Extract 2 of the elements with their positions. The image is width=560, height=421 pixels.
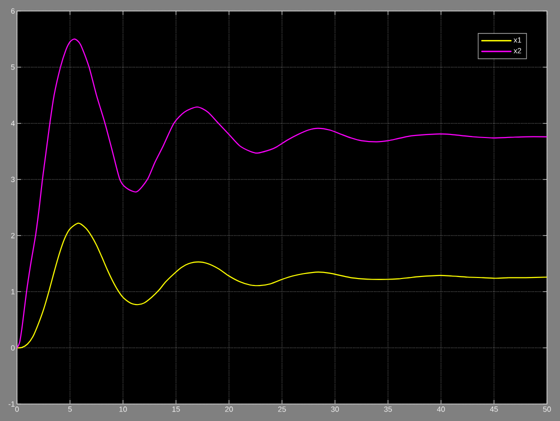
line-series	[17, 222, 547, 348]
line-series	[17, 38, 547, 348]
